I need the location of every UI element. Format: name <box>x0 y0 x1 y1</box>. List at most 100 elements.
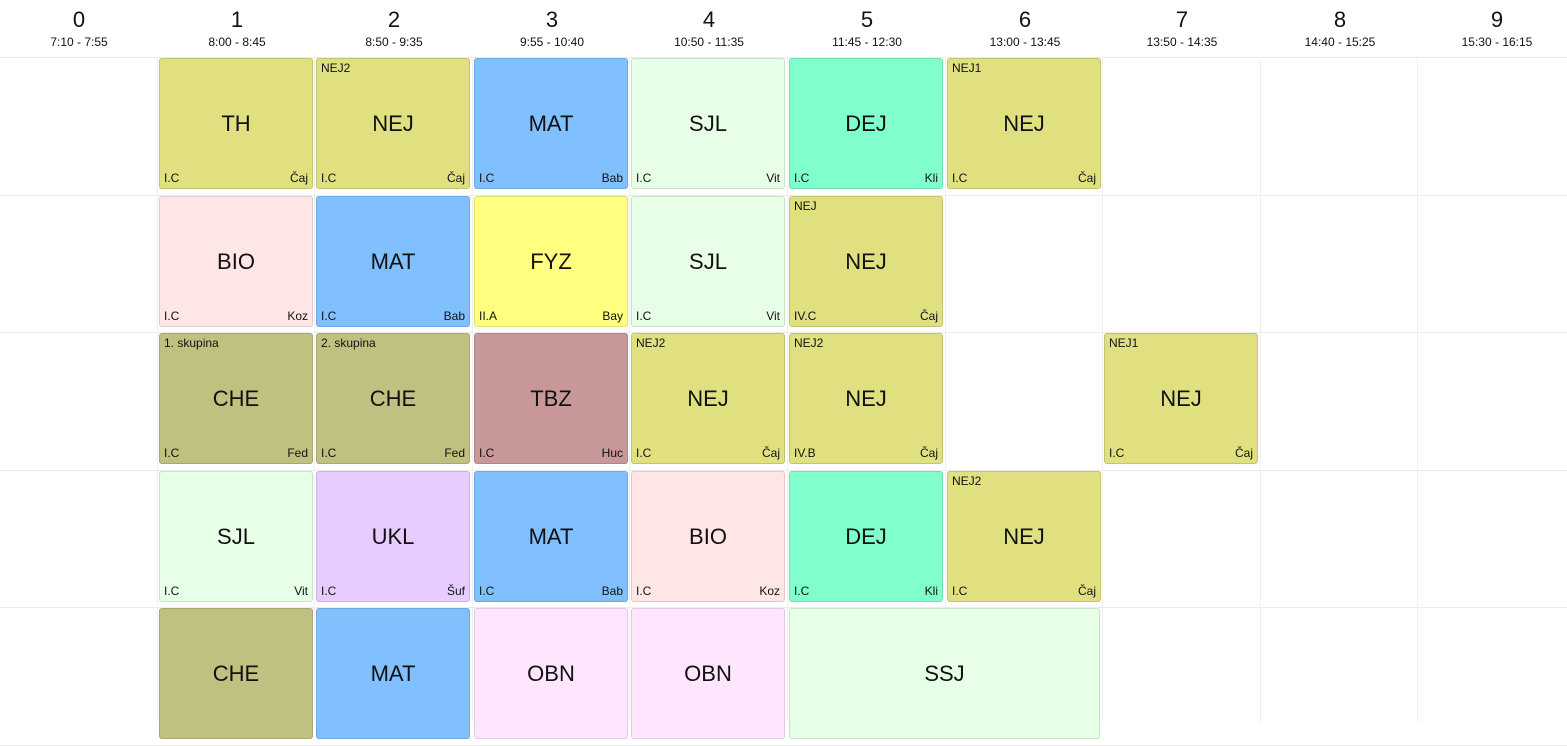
lesson-subject: DEJ <box>845 523 887 549</box>
lesson-subject: NEJ <box>1003 523 1045 549</box>
lesson-group: NEJ2 <box>636 336 666 350</box>
lesson-card[interactable]: SSJ <box>789 608 1100 739</box>
lesson-card[interactable]: CHE <box>159 608 313 739</box>
lesson-card[interactable]: MAT I.C Bab <box>316 196 470 327</box>
lesson-card[interactable]: MAT I.C Bab <box>474 471 628 602</box>
lesson-class: I.C <box>164 171 180 185</box>
period-9: 9 15:30 - 16:15 <box>1418 0 1567 57</box>
period-number: 3 <box>545 7 559 32</box>
lesson-subject: NEJ <box>845 385 887 411</box>
lesson-card[interactable]: NEJ NEJ2 I.C Čaj <box>316 58 470 189</box>
lesson-card[interactable]: NEJ NEJ2 IV.B Čaj <box>789 333 943 464</box>
lesson-teacher: Bab <box>443 309 465 323</box>
lesson-class: I.C <box>479 446 495 460</box>
lesson-teacher: Koz <box>287 309 308 323</box>
period-time: 8:50 - 9:35 <box>365 35 423 49</box>
lesson-class: I.C <box>321 446 337 460</box>
lesson-card[interactable]: SJL I.C Vit <box>631 58 785 189</box>
lesson-card[interactable]: NEJ NEJ IV.C Čaj <box>789 196 943 327</box>
lesson-subject: MAT <box>528 110 574 136</box>
lesson-card[interactable]: NEJ NEJ2 I.C Čaj <box>947 471 1101 602</box>
lesson-teacher: Bay <box>602 309 623 323</box>
lesson-subject: OBN <box>527 660 575 686</box>
lesson-class: I.C <box>321 309 337 323</box>
lesson-teacher: Čaj <box>289 171 308 185</box>
lesson-subject: UKL <box>371 523 415 549</box>
period-number: 1 <box>230 7 244 32</box>
period-time: 10:50 - 11:35 <box>674 35 744 49</box>
lesson-group: 1. skupina <box>164 336 219 350</box>
lesson-class: I.C <box>952 171 968 185</box>
lesson-group: NEJ2 <box>952 474 982 488</box>
grid-line-horizontal <box>0 607 1567 608</box>
lesson-card[interactable]: UKL I.C Šuf <box>316 471 470 602</box>
lesson-teacher: Čaj <box>1077 171 1096 185</box>
lesson-subject: NEJ <box>372 110 414 136</box>
lesson-card[interactable]: BIO I.C Koz <box>631 471 785 602</box>
lesson-teacher: Čaj <box>1234 446 1253 460</box>
period-2: 2 8:50 - 9:35 <box>315 0 473 57</box>
period-time: 15:30 - 16:15 <box>1461 35 1533 49</box>
lesson-class: I.C <box>479 171 495 185</box>
lesson-subject: SJL <box>217 523 255 549</box>
lesson-card[interactable]: OBN <box>631 608 785 739</box>
lesson-subject: BIO <box>689 523 727 549</box>
lesson-card[interactable]: CHE 1. skupina I.C Fed <box>159 333 313 464</box>
lesson-subject: MAT <box>370 660 416 686</box>
lesson-card[interactable]: MAT <box>316 608 470 739</box>
grid-line-vertical <box>629 57 630 722</box>
lesson-teacher: Huc <box>601 446 623 460</box>
lesson-class: II.A <box>479 309 498 323</box>
lesson-card[interactable]: CHE 2. skupina I.C Fed <box>316 333 470 464</box>
lesson-teacher: Kli <box>924 171 938 185</box>
lesson-card[interactable]: SJL I.C Vit <box>159 471 313 602</box>
lesson-teacher: Vit <box>766 309 780 323</box>
period-time: 7:10 - 7:55 <box>50 35 108 49</box>
period-number: 8 <box>1333 7 1347 32</box>
period-header: 0 7:10 - 7:55 1 8:00 - 8:45 2 8:50 - 9:35 3 9:5… <box>0 0 1567 57</box>
grid-line-vertical <box>1417 57 1418 722</box>
lesson-card[interactable]: DEJ I.C Kli <box>789 58 943 189</box>
period-3: 3 9:55 - 10:40 <box>473 0 631 57</box>
lesson-card[interactable]: NEJ NEJ1 I.C Čaj <box>947 58 1101 189</box>
lesson-class: I.C <box>164 309 180 323</box>
lesson-card[interactable]: SJL I.C Vit <box>631 196 785 327</box>
lesson-card[interactable]: BIO I.C Koz <box>159 196 313 327</box>
lesson-card[interactable]: TBZ I.C Huc <box>474 333 628 464</box>
lesson-subject: NEJ <box>845 248 887 274</box>
lesson-card[interactable]: DEJ I.C Kli <box>789 471 943 602</box>
lesson-class: I.C <box>636 446 652 460</box>
lesson-group: NEJ <box>794 199 817 213</box>
lesson-subject: NEJ <box>687 385 729 411</box>
lesson-card[interactable]: MAT I.C Bab <box>474 58 628 189</box>
lesson-class: I.C <box>164 446 180 460</box>
lesson-subject: CHE <box>212 385 260 411</box>
lesson-class: I.C <box>636 171 652 185</box>
lesson-teacher: Kli <box>924 584 938 598</box>
lesson-card[interactable]: FYZ II.A Bay <box>474 196 628 327</box>
period-time: 11:45 - 12:30 <box>832 35 902 49</box>
lesson-subject: SSJ <box>924 660 965 686</box>
period-time: 8:00 - 8:45 <box>208 35 266 49</box>
lesson-card[interactable]: OBN <box>474 608 628 739</box>
lesson-subject: CHE <box>369 385 417 411</box>
lesson-group: NEJ1 <box>1109 336 1139 350</box>
lesson-teacher: Čaj <box>919 309 938 323</box>
period-6: 6 13:00 - 13:45 <box>946 0 1104 57</box>
lesson-teacher: Bab <box>601 584 623 598</box>
lesson-class: I.C <box>164 584 180 598</box>
lesson-class: I.C <box>479 584 495 598</box>
lesson-subject: NEJ <box>1003 110 1045 136</box>
lesson-subject: CHE <box>212 660 260 686</box>
lesson-teacher: Koz <box>759 584 780 598</box>
period-0: 0 7:10 - 7:55 <box>0 0 158 57</box>
period-8: 8 14:40 - 15:25 <box>1261 0 1419 57</box>
grid-line-horizontal <box>0 470 1567 471</box>
period-4: 4 10:50 - 11:35 <box>630 0 788 57</box>
lesson-card[interactable]: TH I.C Čaj <box>159 58 313 189</box>
period-1: 1 8:00 - 8:45 <box>158 0 316 57</box>
lesson-card[interactable]: NEJ NEJ1 I.C Čaj <box>1104 333 1258 464</box>
lesson-teacher: Šuf <box>446 584 465 598</box>
lesson-card[interactable]: NEJ NEJ2 I.C Čaj <box>631 333 785 464</box>
grid-line-vertical <box>314 57 315 722</box>
